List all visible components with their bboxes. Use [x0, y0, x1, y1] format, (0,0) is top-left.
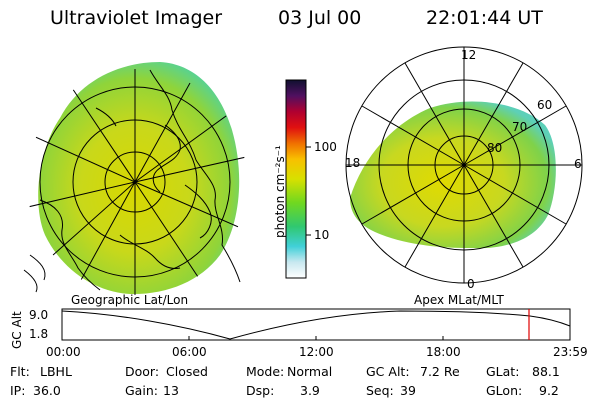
footer-glon-value: 9.2 — [539, 383, 559, 398]
footer-gain-value: 13 — [163, 383, 179, 398]
colorbar-tick-label-10: 10 — [314, 228, 330, 242]
magnetic-map — [345, 46, 583, 284]
right-panel-caption: Apex MLat/MLT — [414, 293, 504, 307]
footer-flt-label: Flt: — [10, 364, 30, 379]
footer-glat-value: 88.1 — [532, 364, 560, 379]
colorbar-gradient — [285, 79, 307, 279]
lat-label-80: 80 — [487, 141, 503, 155]
footer-seq-value: 39 — [400, 383, 416, 398]
colorbar-units-label: photon cm⁻²s⁻¹ — [273, 145, 287, 238]
footer-door-label: Door: — [125, 364, 160, 379]
mlt-label-18: 18 — [345, 156, 361, 170]
altitude-xtick-2: 12:00 — [299, 345, 334, 359]
colorbar — [285, 79, 311, 279]
altitude-ylabel: GC Alt — [10, 311, 24, 349]
footer-glat-label: GLat: — [486, 364, 520, 379]
footer-gcalt-value: 7.2 Re — [420, 364, 460, 379]
date-label: 03 Jul 00 — [278, 7, 362, 29]
lat-label-60: 60 — [537, 98, 553, 112]
right-aurora-image — [350, 101, 556, 249]
footer-dsp-label: Dsp: — [246, 383, 275, 398]
mlt-label-6: 6 — [574, 157, 582, 171]
altitude-ytick-max: 9.0 — [29, 308, 49, 322]
instrument-title: Ultraviolet Imager — [50, 7, 223, 29]
colorbar-tick-label-100: 100 — [314, 140, 337, 154]
footer-mode-label: Mode: — [246, 364, 285, 379]
left-aurora-image — [38, 62, 240, 295]
mlt-label-12: 12 — [461, 48, 477, 62]
altitude-curve — [61, 310, 571, 340]
altitude-ytick-min: 1.8 — [29, 327, 49, 341]
footer-flt-value: LBHL — [40, 364, 72, 379]
right-grid — [345, 46, 583, 284]
mlt-label-0: 0 — [467, 277, 475, 291]
coastlines — [23, 69, 241, 293]
altitude-xtick-1: 06:00 — [172, 345, 207, 359]
footer-gain-label: Gain: — [125, 383, 158, 398]
altitude-plot — [61, 308, 571, 341]
footer-mode-value: Normal — [287, 364, 333, 379]
footer-gcalt-label: GC Alt: — [366, 364, 410, 379]
footer-ip-label: IP: — [10, 383, 26, 398]
time-label: 22:01:44 UT — [426, 7, 543, 29]
altitude-xtick-0: 00:00 — [46, 345, 81, 359]
footer-glon-label: GLon: — [486, 383, 523, 398]
left-panel-caption: Geographic Lat/Lon — [71, 293, 189, 307]
geographic-map — [23, 62, 247, 295]
footer-ip-value: 36.0 — [33, 383, 61, 398]
altitude-xticks — [61, 336, 571, 340]
footer-seq-label: Seq: — [366, 383, 394, 398]
footer-door-value: Closed — [166, 364, 208, 379]
altitude-xtick-4: 23:59 — [553, 345, 588, 359]
altitude-xtick-3: 18:00 — [426, 345, 461, 359]
footer-dsp-value: 3.9 — [300, 383, 320, 398]
lat-label-70: 70 — [512, 120, 528, 134]
